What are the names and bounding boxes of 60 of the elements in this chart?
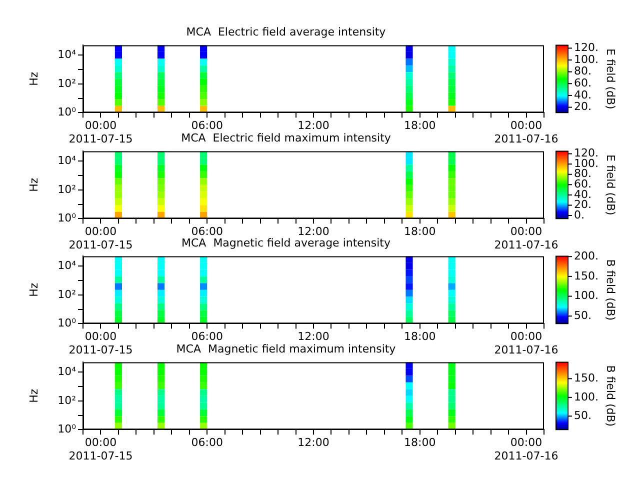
y-tick-label: 10⁴	[58, 259, 77, 272]
color-bar-title: B field (dB)	[604, 364, 618, 426]
color-bar-label: 100.	[574, 289, 598, 302]
x-tick-label: 12:00	[298, 330, 330, 344]
color-bar-label: 40.	[574, 187, 592, 200]
color-bar-label: 80.	[574, 64, 592, 78]
y-tick-label: 10²	[58, 182, 76, 196]
x-tick-label: 00:00 2011-07-16	[494, 119, 558, 146]
x-tick-label: 00:00 2011-07-15	[68, 119, 133, 146]
chart-title: MCA Electric field maximum intensity	[181, 130, 392, 144]
x-tick-label: 18:00	[404, 436, 436, 449]
color-bar-label: 150.	[574, 371, 598, 384]
color-bar-title: E field (dB)	[604, 154, 618, 215]
y-tick-label: 10⁰	[58, 316, 77, 330]
x-tick-label: 06:00	[191, 119, 223, 132]
x-tick-label: 00:00 2011-07-15	[68, 224, 133, 251]
y-axis-title: Hz	[27, 177, 40, 192]
y-axis-title: Hz	[27, 388, 40, 402]
color-bar-label: 50.	[574, 408, 592, 422]
x-tick-label: 12:00	[298, 436, 330, 449]
color-bar-label: 40.	[574, 88, 592, 102]
chart-title: MCA Electric field average intensity	[186, 25, 386, 38]
x-tick-label: 00:00 2011-07-15	[68, 436, 133, 462]
color-bar-label: 60.	[574, 76, 592, 90]
x-tick-label: 00:00 2011-07-16	[494, 330, 558, 356]
color-bar-label: 100.	[574, 390, 598, 403]
color-bar-title: E field (dB)	[604, 48, 618, 110]
x-tick-label: 06:00	[191, 436, 223, 449]
y-tick-label: 10²	[58, 393, 76, 406]
x-tick-label: 12:00	[298, 119, 330, 132]
color-bar-label: 80.	[574, 166, 592, 180]
x-tick-label: 00:00 2011-07-16	[494, 436, 558, 462]
x-tick-label: 00:00 2011-07-15	[68, 330, 133, 356]
color-bar-title: B field (dB)	[604, 259, 618, 321]
color-bar-label: 100.	[574, 52, 598, 66]
y-tick-label: 10²	[58, 288, 76, 301]
color-bar-label: 60.	[574, 177, 592, 190]
x-tick-label: 18:00	[404, 224, 436, 238]
chart-title: MCA Magnetic field maximum intensity	[176, 342, 396, 355]
x-tick-label: 00:00 2011-07-16	[494, 224, 558, 251]
y-axis-title: Hz	[27, 72, 40, 86]
color-bar-label: 20.	[574, 100, 592, 114]
x-tick-label: 06:00	[191, 224, 223, 238]
y-tick-label: 10²	[58, 76, 76, 90]
x-tick-label: 06:00	[191, 330, 223, 344]
x-tick-label: 18:00	[404, 119, 436, 132]
color-bar-label: 200.	[574, 249, 598, 262]
chart-title: MCA Magnetic field average intensity	[181, 236, 391, 250]
y-tick-label: 10⁰	[58, 210, 77, 224]
color-bar-label: 120.	[574, 41, 598, 54]
color-bar-label: 50.	[574, 308, 592, 322]
y-tick-label: 10⁴	[58, 154, 77, 167]
color-bar-label: 150.	[574, 269, 598, 282]
y-axis-title: Hz	[27, 282, 40, 297]
y-tick-label: 10⁴	[58, 364, 77, 378]
y-tick-label: 10⁰	[58, 422, 77, 435]
y-tick-label: 10⁴	[58, 48, 77, 62]
y-tick-label: 10⁰	[58, 105, 77, 118]
x-tick-label: 12:00	[298, 224, 330, 238]
x-tick-label: 18:00	[404, 330, 436, 344]
